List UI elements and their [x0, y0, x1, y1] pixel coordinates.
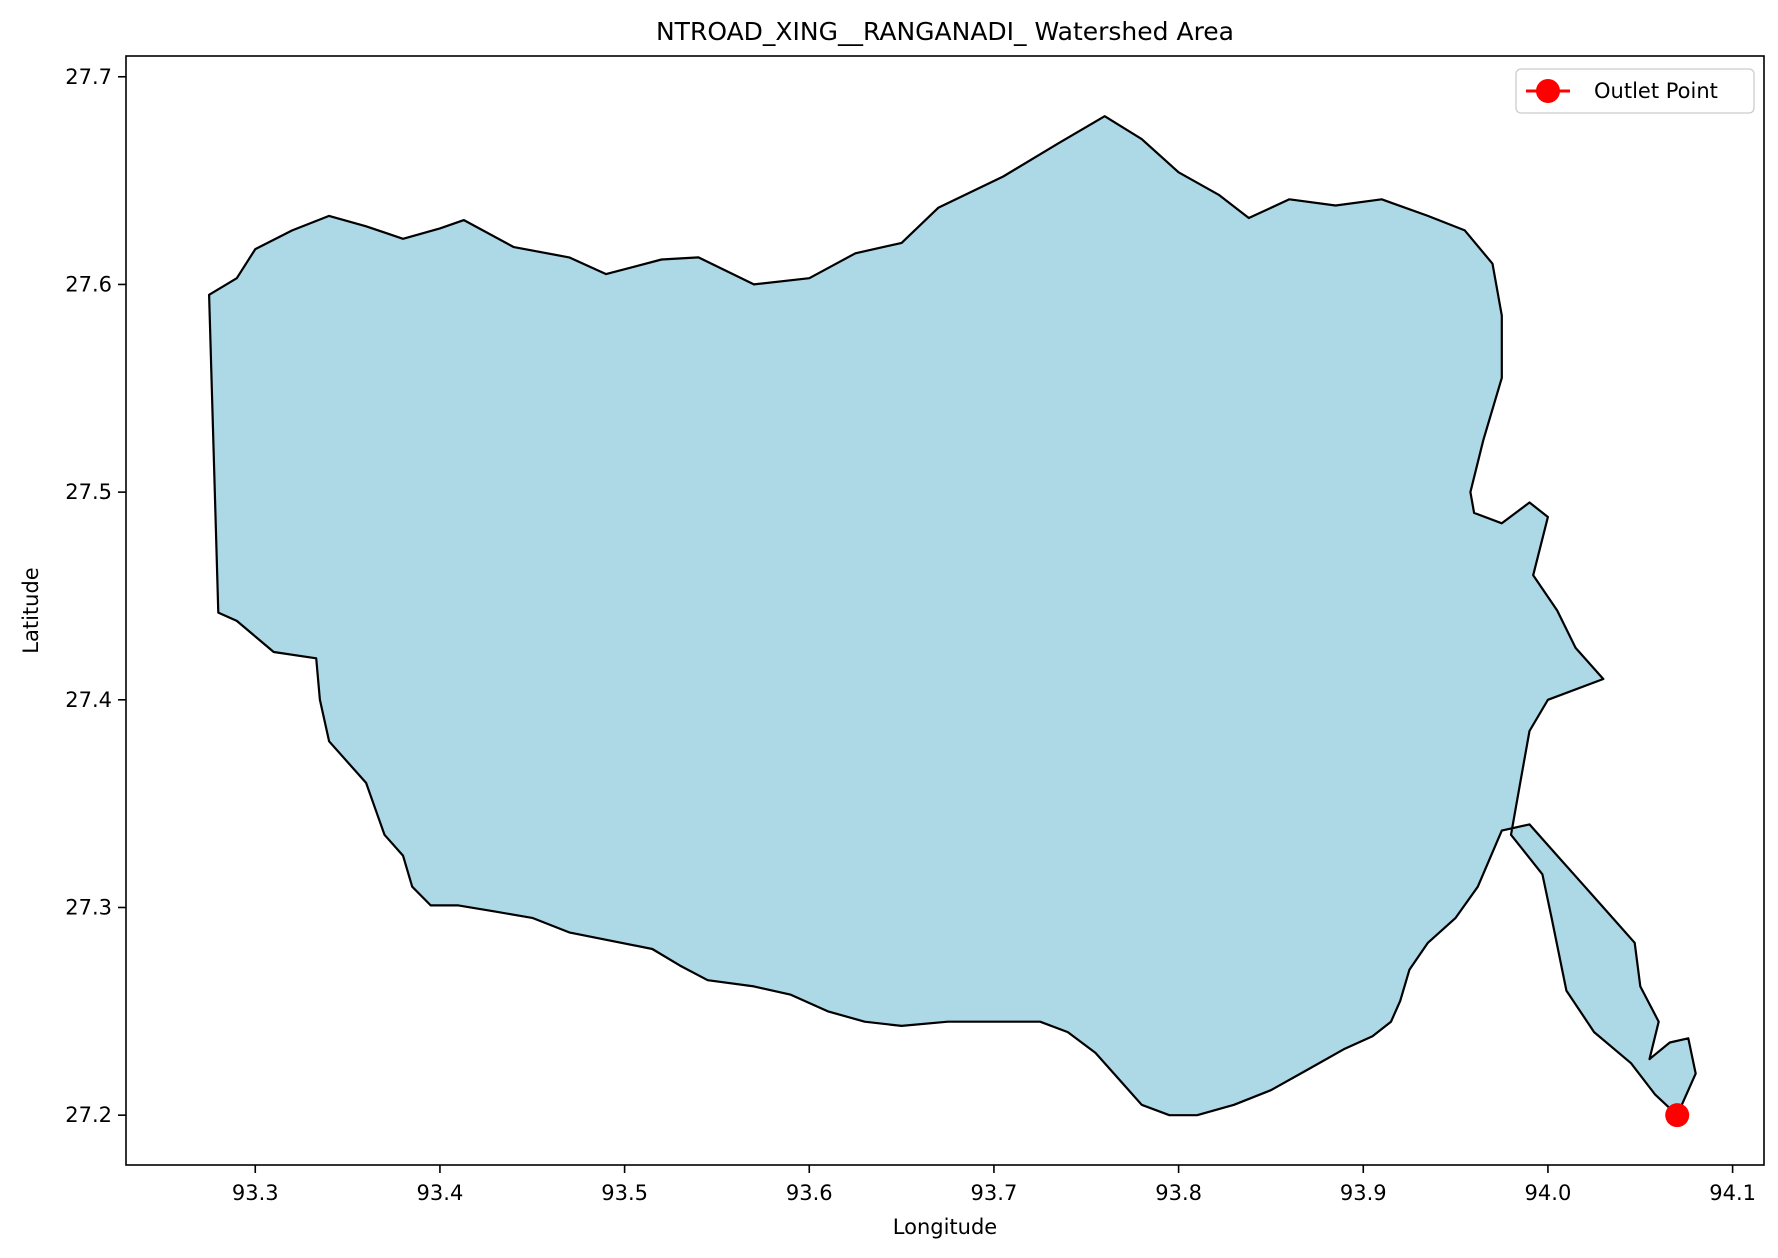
x-tick-label: 94.1 — [1709, 1181, 1756, 1205]
x-tick-label: 93.9 — [1340, 1181, 1387, 1205]
x-tick-label: 93.7 — [971, 1181, 1018, 1205]
legend-box — [1515, 68, 1755, 114]
y-tick-label: 27.4 — [65, 688, 112, 712]
x-tick-label: 93.4 — [417, 1181, 464, 1205]
x-tick-label: 94.0 — [1525, 1181, 1572, 1205]
x-axis: 93.3 93.4 93.5 93.6 93.7 93.8 93.9 94.0 94.1 — [232, 1165, 1756, 1205]
watershed-polygon — [208, 115, 1697, 1117]
y-tick-label: 27.7 — [65, 65, 112, 89]
legend-entry-outlet-point: Outlet Point — [1594, 79, 1718, 103]
x-tick-label: 93.8 — [1155, 1181, 1202, 1205]
x-axis-label: Longitude — [893, 1215, 997, 1239]
y-tick-label: 27.6 — [65, 272, 112, 296]
chart-title: NTROAD_XING__RANGANADI_ Watershed Area — [656, 17, 1234, 46]
plot-area — [208, 115, 1697, 1128]
x-tick-label: 93.5 — [601, 1181, 648, 1205]
y-tick-label: 27.3 — [65, 895, 112, 919]
x-tick-label: 93.6 — [786, 1181, 833, 1205]
y-axis: 27.2 27.3 27.4 27.5 27.6 27.7 — [65, 65, 126, 1127]
axes-frame — [125, 55, 1765, 1166]
y-tick-label: 27.5 — [65, 480, 112, 504]
y-axis-label: Latitude — [19, 567, 43, 653]
legend: Outlet Point — [1515, 68, 1755, 114]
outlet-point-marker — [1665, 1103, 1690, 1128]
y-tick-label: 27.2 — [65, 1103, 112, 1127]
x-tick-label: 93.3 — [232, 1181, 279, 1205]
legend-marker-swatch — [1536, 79, 1560, 103]
